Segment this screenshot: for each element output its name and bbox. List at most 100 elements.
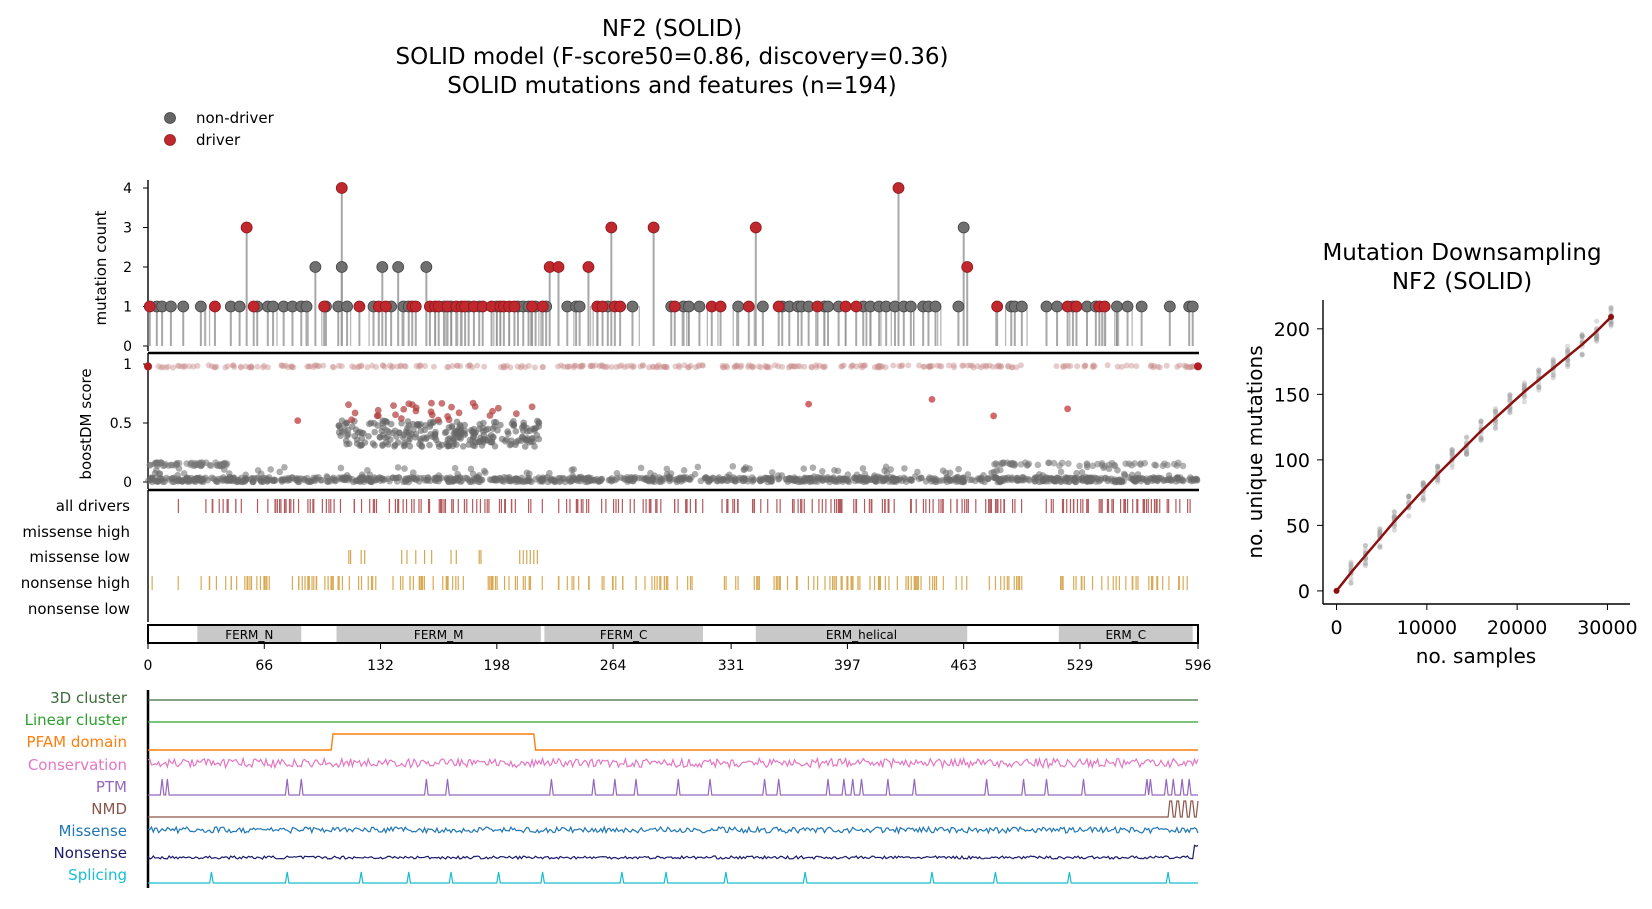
boostdm-point-driver <box>566 363 573 370</box>
boostdm-point-driver <box>797 363 804 370</box>
boostdm-point <box>272 476 279 484</box>
downsampling-sample-point <box>1550 371 1556 378</box>
boostdm-point-driver <box>692 364 699 371</box>
downsampling-sample-point <box>1478 437 1484 443</box>
downsampling-sample-point <box>1507 392 1513 398</box>
boostdm-point-driver <box>1150 364 1157 371</box>
boostdm-point-driver <box>1163 362 1170 369</box>
lollipop-head-driver <box>647 221 660 234</box>
boostdm-point-driver <box>237 363 244 370</box>
domain-label: FERM_C <box>600 628 648 642</box>
boostdm-point <box>836 475 843 483</box>
downsampling-sample-point <box>1492 408 1499 414</box>
feature-line <box>148 800 1199 818</box>
boostdm-point-driver <box>723 363 730 370</box>
domain-label: FERM_N <box>225 628 273 642</box>
boostdm-point-driver <box>685 364 692 371</box>
boostdm-point-driver <box>929 362 936 369</box>
boostdm-point-driver <box>763 364 770 371</box>
downsampling-sample-point <box>1420 480 1426 486</box>
lollipop-head-driver <box>596 300 609 313</box>
boostdm-point-driver <box>993 363 1000 370</box>
boostdm-point-driver <box>351 364 358 371</box>
boostdm-point <box>1065 460 1072 467</box>
boostdm-point <box>451 435 459 442</box>
downsampling-sample-point <box>1420 492 1426 498</box>
boostdm-point-driver <box>400 405 408 413</box>
boostdm-point-driver <box>186 363 193 370</box>
boostdm-point-driver <box>280 363 287 370</box>
boostdm-point-driver <box>428 411 436 419</box>
boostdm-point-driver <box>501 364 508 371</box>
boostdm-point-driver <box>877 363 884 370</box>
boostdm-point-driver <box>260 364 267 371</box>
boostdm-point-driver <box>639 362 646 369</box>
boostdm-point-driver <box>528 403 536 411</box>
boostdm-point <box>1011 460 1018 468</box>
domain-box <box>1058 626 1193 642</box>
boostdm-point-driver <box>230 362 237 369</box>
boostdm-point-driver <box>364 364 371 371</box>
feature-label: Nonsense <box>54 844 128 862</box>
boostdm-point-driver <box>417 362 424 369</box>
lollipop-head-driver <box>379 300 392 313</box>
boostdm-point-driver <box>764 363 771 370</box>
downsampling-sample-point <box>1608 309 1614 315</box>
boostdm-point <box>457 426 465 434</box>
boostdm-point-driver <box>618 362 625 369</box>
downsampling-sample-point <box>1362 543 1369 549</box>
boostdm-point-driver <box>320 362 327 369</box>
lollipop-head-non-driver <box>335 261 348 273</box>
downsampling-sample-point <box>1492 420 1499 427</box>
boostdm-point-driver <box>970 364 977 371</box>
downsampling-sample-point <box>1550 359 1556 365</box>
boostdm-point-driver <box>986 362 993 369</box>
boostdm-point-driver <box>305 363 312 370</box>
downsampling-sample-point <box>1478 418 1484 424</box>
boostdm-point <box>665 475 673 482</box>
downsampling-sample-point <box>1492 425 1499 431</box>
boostdm-point-driver <box>246 364 253 371</box>
boostdm-point-driver <box>374 412 382 420</box>
boostdm-point <box>371 475 378 483</box>
downsampling-sample-point <box>1463 451 1470 458</box>
track-label: nonsense low <box>28 600 130 618</box>
downsampling-line <box>1335 316 1612 592</box>
boostdm-point-driver <box>699 362 706 369</box>
boostdm-point <box>922 477 930 485</box>
downsampling-sample-point <box>1478 421 1484 427</box>
boostdm-point-driver <box>170 364 177 371</box>
downsampling-sample-point <box>1507 392 1513 398</box>
boostdm-point-driver <box>676 364 683 371</box>
boostdm-point-driver <box>876 362 883 369</box>
boostdm-point <box>339 428 346 436</box>
boostdm-point <box>800 465 808 472</box>
feature-line <box>147 756 1199 770</box>
boostdm-point-driver <box>579 362 586 369</box>
boostdm-point-driver <box>926 363 933 370</box>
boostdm-point <box>382 439 390 446</box>
downsampling-sample-point <box>1536 384 1542 391</box>
boostdm-point <box>180 470 188 477</box>
boostdm-point-driver <box>660 363 667 370</box>
lollipop-head-non-driver <box>957 221 970 234</box>
boostdm-point-driver <box>1187 364 1194 371</box>
downsampling-sample-point <box>1536 369 1542 375</box>
lollipop-head-non-driver <box>1040 300 1053 313</box>
lollipop-head-non-driver <box>1135 300 1148 313</box>
boostdm-point-driver <box>916 362 923 369</box>
downsampling-chart: Mutation Downsampling NF2 (SOLID) 0 10000… <box>1243 240 1638 668</box>
boostdm-point-driver <box>564 363 571 370</box>
lollipop-head-non-driver <box>309 261 322 273</box>
boostdm-point <box>964 471 972 478</box>
boostdm-point-driver <box>380 362 387 369</box>
downsampling-sample-point <box>1406 513 1412 519</box>
boostdm-point <box>378 427 386 435</box>
downsampling-sample-point <box>1463 435 1470 441</box>
boostdm-point-driver <box>687 362 694 369</box>
boostdm-point <box>343 420 350 427</box>
boostdm-point <box>911 473 919 480</box>
boostdm-point <box>510 422 517 430</box>
downsampling-sample-point <box>1362 563 1369 569</box>
boostdm-point-driver <box>587 363 594 370</box>
